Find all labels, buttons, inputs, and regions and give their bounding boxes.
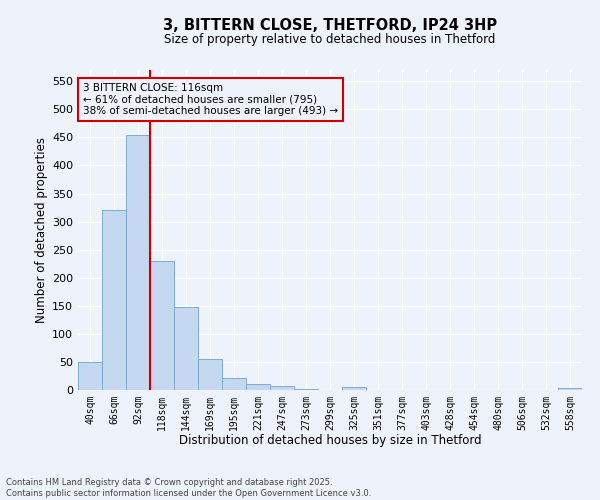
Bar (246, 384, 270, 390)
Bar (102, 210, 126, 390)
Bar (78, 362, 102, 390)
Y-axis label: Number of detached properties: Number of detached properties (35, 137, 48, 323)
Bar (150, 261, 174, 390)
Text: Size of property relative to detached houses in Thetford: Size of property relative to detached ho… (164, 32, 496, 46)
X-axis label: Distribution of detached houses by size in Thetford: Distribution of detached houses by size … (179, 434, 481, 448)
Text: 3, BITTERN CLOSE, THETFORD, IP24 3HP: 3, BITTERN CLOSE, THETFORD, IP24 3HP (163, 18, 497, 32)
Bar (342, 387, 366, 390)
Bar (558, 388, 582, 390)
Bar (198, 359, 222, 390)
Text: Contains HM Land Registry data © Crown copyright and database right 2025.
Contai: Contains HM Land Registry data © Crown c… (6, 478, 371, 498)
Bar (126, 134, 150, 390)
Bar (222, 378, 246, 390)
Bar (174, 307, 198, 390)
Text: 3 BITTERN CLOSE: 116sqm
← 61% of detached houses are smaller (795)
38% of semi-d: 3 BITTERN CLOSE: 116sqm ← 61% of detache… (83, 83, 338, 116)
Bar (270, 386, 294, 390)
